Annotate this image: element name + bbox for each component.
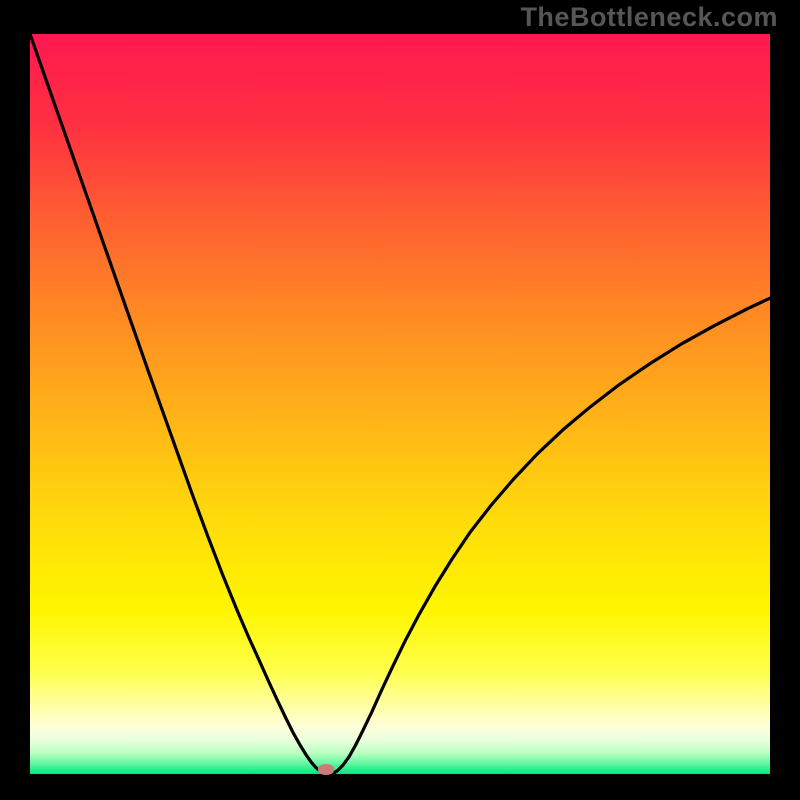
plot-area (30, 34, 770, 774)
watermark-text: TheBottleneck.com (520, 2, 778, 33)
optimum-marker (318, 764, 334, 774)
chart-frame: TheBottleneck.com (0, 0, 800, 800)
bottleneck-curve (30, 34, 770, 774)
